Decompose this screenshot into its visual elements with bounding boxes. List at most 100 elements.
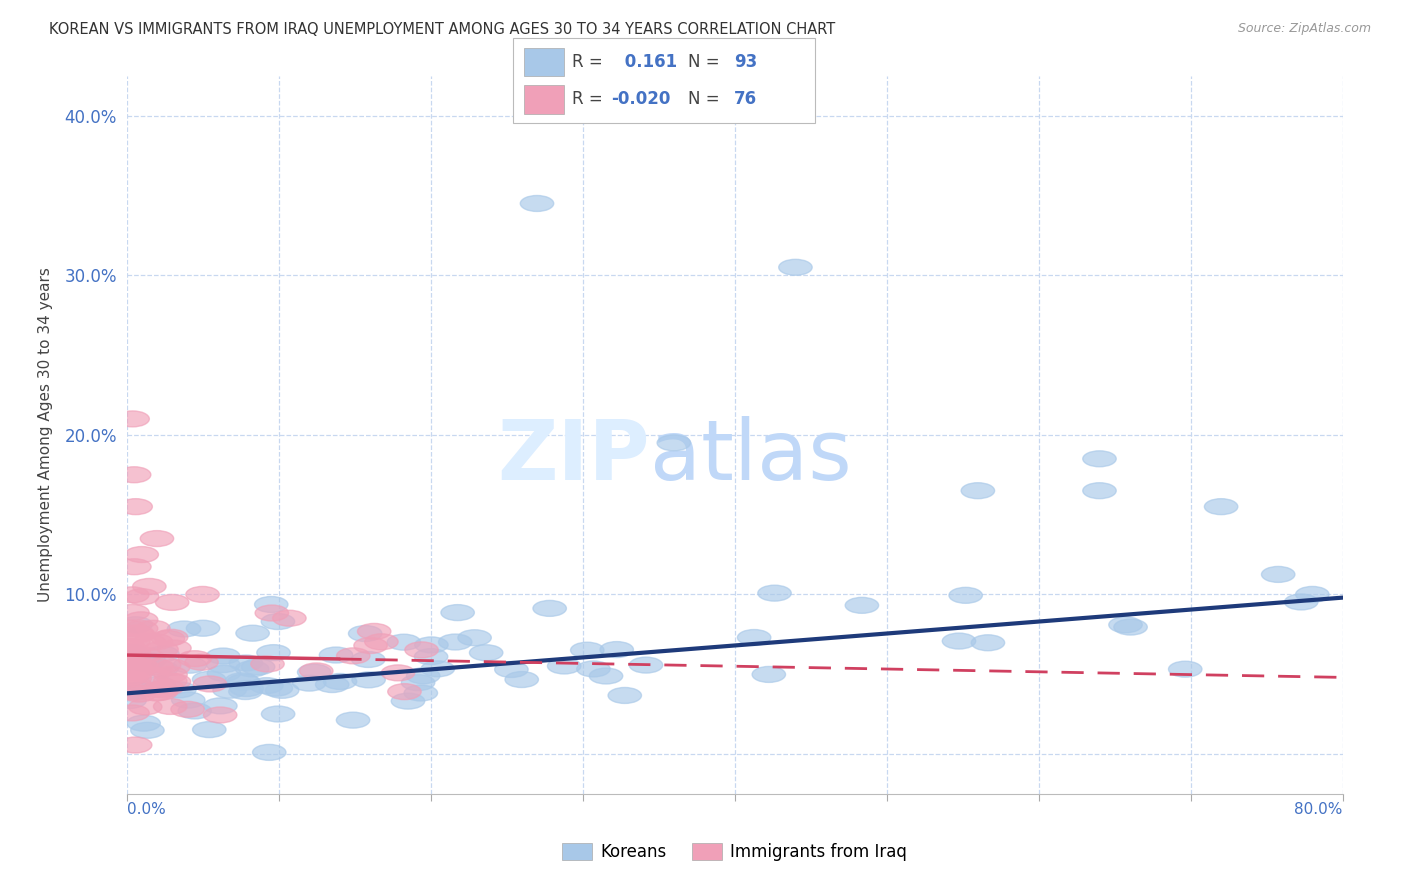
Ellipse shape xyxy=(193,672,226,688)
Ellipse shape xyxy=(157,673,191,690)
Ellipse shape xyxy=(262,706,295,722)
Ellipse shape xyxy=(470,645,503,661)
Ellipse shape xyxy=(323,673,357,690)
Ellipse shape xyxy=(458,630,491,646)
Text: 0.0%: 0.0% xyxy=(127,802,166,817)
Ellipse shape xyxy=(657,434,690,450)
Ellipse shape xyxy=(600,641,634,657)
Ellipse shape xyxy=(319,647,353,663)
Ellipse shape xyxy=(112,669,146,685)
Text: -0.020: -0.020 xyxy=(612,90,671,108)
Ellipse shape xyxy=(115,645,148,660)
Ellipse shape xyxy=(972,635,1005,651)
Ellipse shape xyxy=(495,662,529,677)
Ellipse shape xyxy=(132,634,166,650)
Ellipse shape xyxy=(115,411,149,427)
Ellipse shape xyxy=(949,587,983,603)
Ellipse shape xyxy=(115,664,149,680)
Text: N =: N = xyxy=(688,54,724,71)
Ellipse shape xyxy=(127,715,160,731)
Ellipse shape xyxy=(1285,594,1317,610)
Ellipse shape xyxy=(121,662,155,678)
Ellipse shape xyxy=(298,665,330,681)
Ellipse shape xyxy=(120,616,152,632)
Ellipse shape xyxy=(253,745,285,760)
Ellipse shape xyxy=(148,657,181,673)
Ellipse shape xyxy=(187,620,219,636)
Ellipse shape xyxy=(132,578,166,594)
Ellipse shape xyxy=(167,621,201,637)
Ellipse shape xyxy=(136,620,170,636)
Ellipse shape xyxy=(145,661,179,677)
Ellipse shape xyxy=(207,657,240,673)
Ellipse shape xyxy=(124,621,157,637)
Ellipse shape xyxy=(163,681,195,698)
Ellipse shape xyxy=(387,634,420,650)
Ellipse shape xyxy=(111,639,145,655)
Ellipse shape xyxy=(121,626,155,642)
Ellipse shape xyxy=(1261,566,1295,582)
Ellipse shape xyxy=(589,668,623,684)
Ellipse shape xyxy=(349,625,382,641)
Ellipse shape xyxy=(117,633,150,649)
Ellipse shape xyxy=(157,640,191,657)
Ellipse shape xyxy=(114,621,148,636)
Ellipse shape xyxy=(259,681,292,697)
Ellipse shape xyxy=(120,682,153,698)
Ellipse shape xyxy=(156,659,190,675)
Ellipse shape xyxy=(118,671,152,687)
Ellipse shape xyxy=(273,610,307,626)
Text: atlas: atlas xyxy=(650,416,851,497)
Ellipse shape xyxy=(128,698,162,714)
Ellipse shape xyxy=(235,661,269,677)
Ellipse shape xyxy=(156,594,188,610)
Ellipse shape xyxy=(388,683,422,699)
Ellipse shape xyxy=(229,655,263,671)
Ellipse shape xyxy=(207,648,240,664)
Ellipse shape xyxy=(315,676,349,692)
Ellipse shape xyxy=(229,683,262,699)
Ellipse shape xyxy=(153,698,187,714)
Ellipse shape xyxy=(150,680,184,696)
Ellipse shape xyxy=(1083,483,1116,499)
Ellipse shape xyxy=(122,658,156,674)
Ellipse shape xyxy=(404,685,437,701)
Ellipse shape xyxy=(118,737,152,753)
Ellipse shape xyxy=(212,682,246,698)
Ellipse shape xyxy=(128,655,162,671)
Ellipse shape xyxy=(204,707,236,723)
Ellipse shape xyxy=(145,682,179,698)
Ellipse shape xyxy=(262,614,295,630)
Ellipse shape xyxy=(242,659,274,675)
Ellipse shape xyxy=(758,585,792,601)
Ellipse shape xyxy=(112,655,145,671)
Ellipse shape xyxy=(152,631,184,647)
Ellipse shape xyxy=(179,650,211,666)
Ellipse shape xyxy=(415,637,449,653)
Ellipse shape xyxy=(439,634,472,650)
Ellipse shape xyxy=(630,657,662,673)
Ellipse shape xyxy=(115,587,149,603)
Y-axis label: Unemployment Among Ages 30 to 34 years: Unemployment Among Ages 30 to 34 years xyxy=(38,268,53,602)
Ellipse shape xyxy=(1168,661,1202,677)
Ellipse shape xyxy=(132,653,166,669)
Ellipse shape xyxy=(120,625,153,641)
Text: R =: R = xyxy=(572,54,609,71)
Ellipse shape xyxy=(406,668,440,684)
Ellipse shape xyxy=(225,673,259,689)
Ellipse shape xyxy=(571,642,605,658)
Ellipse shape xyxy=(112,654,146,670)
Ellipse shape xyxy=(391,693,425,709)
Ellipse shape xyxy=(254,605,288,621)
Ellipse shape xyxy=(336,712,370,728)
Ellipse shape xyxy=(146,646,179,662)
Ellipse shape xyxy=(122,686,156,702)
Ellipse shape xyxy=(115,605,149,621)
Ellipse shape xyxy=(112,692,146,708)
Ellipse shape xyxy=(207,665,240,681)
Ellipse shape xyxy=(124,612,157,628)
Ellipse shape xyxy=(186,586,219,602)
Ellipse shape xyxy=(153,673,187,689)
Ellipse shape xyxy=(125,547,159,563)
Ellipse shape xyxy=(142,676,176,692)
